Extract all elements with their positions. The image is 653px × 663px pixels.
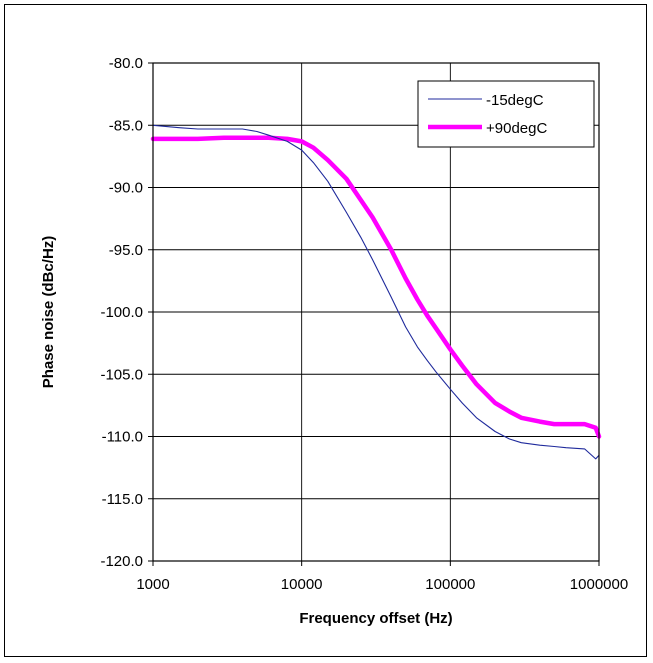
y-tick-label: -100.0 bbox=[100, 304, 143, 321]
y-tick-label: -85.0 bbox=[109, 117, 143, 134]
y-tick-label: -115.0 bbox=[102, 491, 143, 508]
y-tick-label: -80.0 bbox=[109, 55, 143, 72]
y-axis-title: Phase noise (dBc/Hz) bbox=[40, 236, 57, 389]
y-tick-label: -95.0 bbox=[109, 242, 143, 259]
y-tick-label: -110.0 bbox=[102, 429, 143, 446]
plot-area-border bbox=[152, 62, 600, 562]
y-tick-labels: -80.0 -85.0 -90.0 -95.0 -100.0 -105.0 -110.0 -1… bbox=[100, 55, 143, 570]
x-axis-title: Frequency offset (Hz) bbox=[299, 610, 452, 627]
x-tick-label: 1000 bbox=[136, 576, 169, 593]
x-tick-labels: 1000 10000 100000 1000000 bbox=[136, 576, 628, 593]
y-tick-label: -105.0 bbox=[100, 366, 143, 383]
legend-label: -15degC bbox=[486, 92, 544, 109]
phase-noise-chart: -80.0 -85.0 -90.0 -95.0 -100.0 -105.0 -110.0 -1… bbox=[40, 55, 628, 627]
chart-frame: -80.0 -85.0 -90.0 -95.0 -100.0 -105.0 -110.0 -1… bbox=[4, 4, 647, 657]
legend-box bbox=[417, 80, 595, 148]
legend: -15degC +90degC bbox=[417, 80, 595, 148]
series-line-plus-90degc bbox=[150, 135, 602, 439]
x-tick-label: 1000000 bbox=[570, 576, 628, 593]
y-tick-label: -120.0 bbox=[100, 553, 143, 570]
legend-label: +90degC bbox=[486, 120, 547, 137]
series-lines bbox=[150, 124, 602, 460]
series-line-minus-15degc bbox=[152, 124, 600, 460]
x-tick-label: 10000 bbox=[281, 576, 323, 593]
y-tick-label: -90.0 bbox=[109, 180, 143, 197]
x-tick-label: 100000 bbox=[425, 576, 475, 593]
